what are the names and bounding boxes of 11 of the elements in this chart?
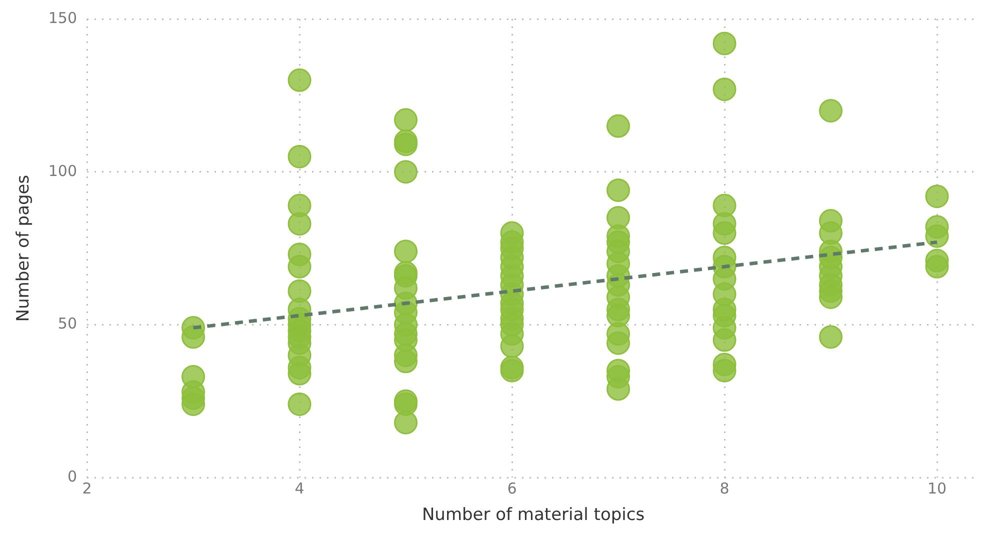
x-tick-label: 4: [294, 479, 304, 498]
y-axis-title: Number of pages: [14, 174, 34, 322]
y-tick-label: 50: [58, 314, 78, 333]
x-tick-label: 8: [720, 479, 730, 498]
x-axis-title: Number of material topics: [422, 505, 645, 526]
y-tick-label: 100: [48, 162, 78, 180]
y-tick-label: 0: [67, 467, 78, 486]
x-tick-label: 2: [82, 479, 92, 498]
x-tick-label: 6: [507, 479, 517, 498]
x-tick-label: 10: [927, 479, 947, 498]
y-tick-label: 150: [48, 8, 78, 27]
